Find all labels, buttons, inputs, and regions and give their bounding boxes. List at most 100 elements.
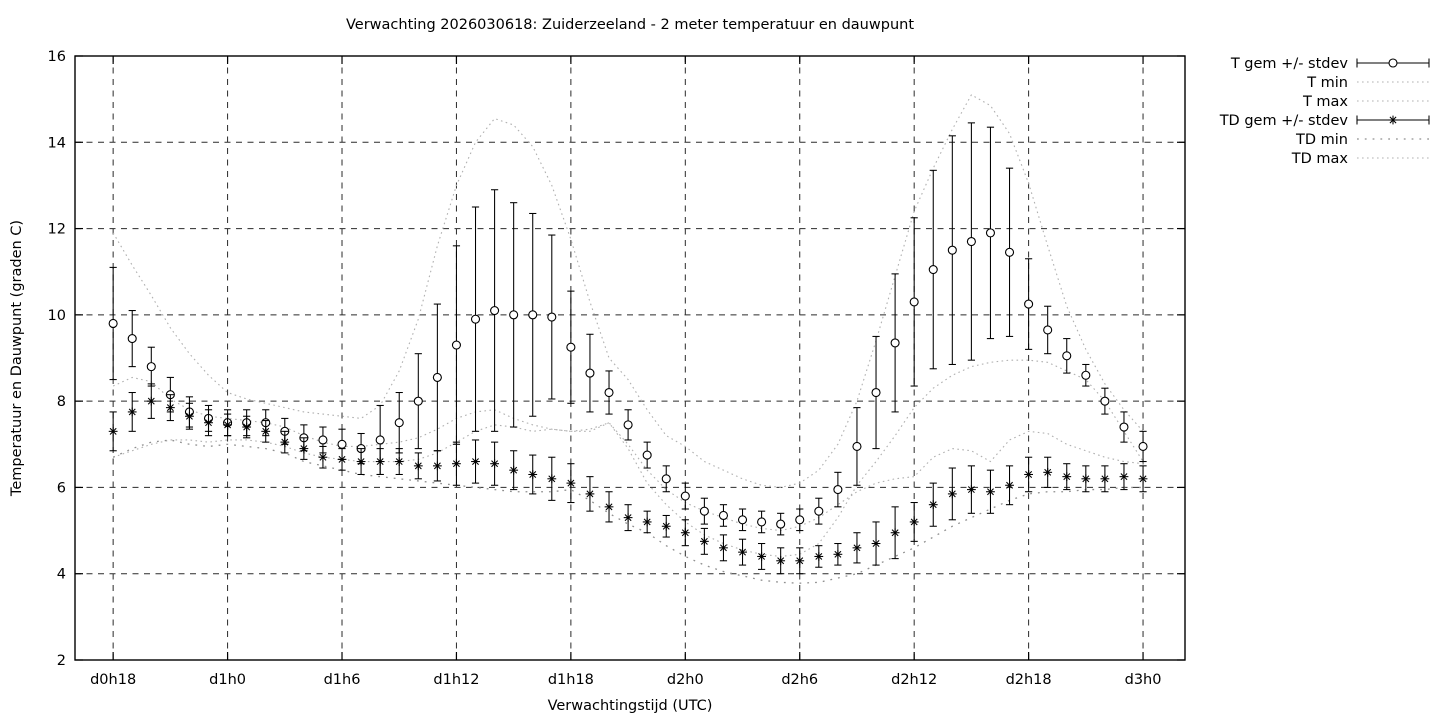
series-td-gem-stdev (108, 383, 1148, 575)
axis-tick-marks (75, 55, 1185, 661)
td-gem-stdev-marker (947, 489, 957, 499)
td-gem-stdev-marker (127, 407, 137, 417)
td-gem-stdev-marker (185, 411, 194, 421)
t-gem-stdev-marker (394, 418, 404, 428)
t-gem-stdev-marker (623, 420, 633, 430)
t-gem-stdev-marker (718, 510, 729, 521)
series-t-gem-stdev (108, 122, 1148, 536)
y-tick-label-8: 8 (57, 394, 66, 410)
t-gem-stdev-marker (1138, 441, 1148, 451)
t-gem-stdev-marker (318, 435, 328, 445)
td-gem-stdev-marker (1043, 467, 1053, 477)
legend-label-td-max: TD max (1291, 151, 1349, 167)
t-gem-stdev-marker (795, 515, 805, 525)
t-gem-stdev-marker (909, 297, 919, 307)
td-gem-stdev-marker (337, 454, 347, 464)
x-tick-label-d1h0: d1h0 (209, 672, 246, 688)
td-gem-stdev-marker (1024, 470, 1034, 479)
t-gem-stdev-marker (1081, 370, 1091, 380)
td-gem-stdev-marker (204, 418, 213, 428)
t-gem-stdev-marker (699, 506, 709, 516)
y-tick-label-10: 10 (48, 308, 66, 324)
t-gem-stdev-marker (833, 485, 843, 495)
td-gem-stdev-marker (566, 478, 576, 488)
td-gem-stdev-marker (280, 437, 290, 447)
legend-label-td-min: TD min (1295, 132, 1348, 148)
t-gem-stdev-marker (757, 517, 767, 527)
t-gem-stdev-marker (585, 368, 595, 378)
td-gem-stdev-marker (852, 543, 862, 553)
td-gem-stdev-marker (1062, 472, 1072, 482)
t-gem-stdev-marker (375, 435, 385, 445)
x-tick-label-d1h18: d1h18 (548, 672, 594, 688)
t-gem-stdev-marker (680, 491, 690, 501)
td-gem-stdev-marker (1005, 480, 1014, 490)
y-tick-label-14: 14 (48, 135, 66, 151)
td-gem-stdev-marker (719, 543, 728, 553)
legend-sample-td-gem-stdev (1356, 115, 1430, 125)
y-tick-label-2: 2 (57, 653, 66, 669)
x-axis-label: Verwachtingstijd (UTC) (548, 698, 713, 714)
x-tick-label-d2h18: d2h18 (1006, 672, 1052, 688)
legend-entry-td-max: TD max (1291, 151, 1429, 167)
td-gem-stdev-marker (642, 517, 652, 527)
td-gem-stdev-marker (871, 539, 881, 548)
t-gem-stdev-marker (928, 265, 938, 275)
td-gem-stdev-marker (890, 528, 900, 538)
td-gem-stdev-marker (1100, 474, 1110, 484)
t-gem-stdev-marker (451, 340, 461, 350)
td-gem-stdev-marker (623, 513, 633, 523)
t-gem-stdev-marker (642, 450, 652, 460)
td-gem-stdev-marker (242, 422, 252, 432)
td-gem-stdev-marker (909, 517, 919, 527)
t-gem-stdev-marker (985, 228, 996, 238)
td-gem-stdev-marker (528, 470, 538, 479)
td-gem-stdev-marker (413, 461, 423, 471)
td-gem-stdev-marker (928, 500, 938, 510)
x-tick-label-d2h6: d2h6 (781, 672, 818, 688)
td-gem-stdev-marker (738, 547, 747, 557)
legend-entry-td-gem-stdev: TD gem +/- stdev (1219, 113, 1430, 129)
td-gem-stdev-marker (375, 457, 385, 466)
y-tick-label-12: 12 (48, 222, 66, 238)
y-tick-label-6: 6 (57, 480, 66, 496)
td-gem-stdev-marker (318, 452, 328, 462)
td-gem-stdev-marker (509, 465, 519, 475)
td-gem-stdev-marker (261, 426, 271, 436)
t-gem-stdev-marker (737, 515, 748, 525)
t-gem-stdev-marker (127, 334, 137, 344)
curve-t-max (112, 94, 1144, 488)
y-tick-label-4: 4 (57, 567, 66, 583)
t-gem-stdev-marker (1100, 396, 1110, 406)
t-gem-stdev-marker (890, 338, 900, 348)
t-gem-stdev-marker (966, 236, 976, 247)
td-gem-stdev-marker (833, 549, 843, 559)
td-gem-stdev-marker (1138, 474, 1148, 484)
t-gem-stdev-marker (146, 362, 156, 372)
td-gem-stdev-marker (452, 459, 461, 469)
legend-label-td-gem-stdev: TD gem +/- stdev (1219, 113, 1349, 129)
td-gem-stdev-marker (661, 521, 671, 531)
t-gem-stdev-marker (337, 439, 347, 449)
x-tick-label-d2h0: d2h0 (667, 672, 704, 688)
x-axis-tick-labels: d0h18 d1h0 d1h6 d1h12 d1h18 d2h0 d2h6 d2h12 d2h1… (90, 672, 1161, 688)
td-gem-stdev-marker (547, 474, 557, 484)
legend-marker-t-gem-stdev (1388, 58, 1398, 68)
t-gem-stdev-marker (776, 519, 786, 529)
errorbar-series (108, 122, 1148, 575)
td-gem-stdev-marker (165, 403, 175, 413)
chart-legend: T gem +/- stdev T min T max TD gem +/- stde… (1219, 56, 1430, 167)
td-gem-stdev-marker (699, 536, 709, 546)
t-gem-stdev-marker (1062, 351, 1072, 361)
td-gem-stdev-marker (795, 556, 805, 566)
td-gem-stdev-marker (585, 489, 595, 499)
t-gem-stdev-marker (814, 506, 824, 516)
t-gem-stdev-marker (661, 474, 671, 484)
t-gem-stdev-marker (470, 314, 481, 324)
legend-label-t-gem-stdev: T gem +/- stdev (1230, 56, 1349, 72)
td-gem-stdev-marker (223, 420, 232, 430)
t-gem-stdev-marker (1119, 422, 1129, 432)
t-gem-stdev-marker (509, 310, 519, 320)
t-gem-stdev-marker (432, 372, 442, 382)
